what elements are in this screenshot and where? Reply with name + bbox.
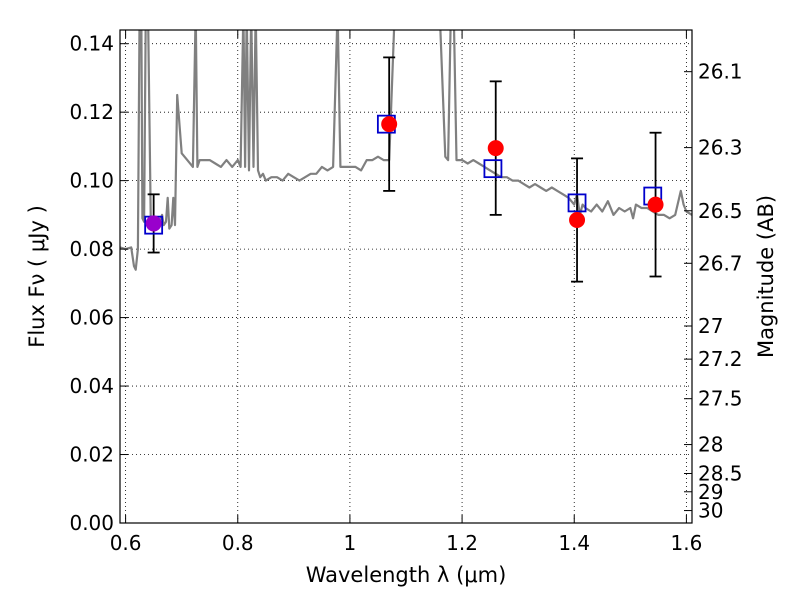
x-tick-labels: 0.6 0.8 1 1.2 1.4 1.6 — [110, 531, 703, 555]
magnitude-tick-label: 28.5 — [698, 462, 743, 486]
y-axis-title: Flux Fν ( μJy ) — [25, 205, 49, 348]
axis-ticks — [120, 30, 692, 524]
magnitude-tick-label: 26.1 — [698, 60, 743, 84]
y-tick-labels: 0.00 0.02 0.04 0.06 0.08 0.10 0.12 0.14 — [69, 32, 114, 535]
x-tick-label: 1 — [344, 531, 357, 555]
x-tick-label: 1.2 — [446, 531, 478, 555]
magnitude-tick-label: 27 — [698, 314, 723, 338]
y-tick-label: 0.00 — [69, 511, 114, 535]
x-tick-label: 1.4 — [558, 531, 590, 555]
x-tick-label: 1.6 — [670, 531, 702, 555]
magnitude-tick-label: 27.2 — [698, 347, 743, 371]
y-tick-label: 0.06 — [69, 306, 114, 330]
spectrum-line — [120, 30, 692, 271]
x-tick-label: 0.8 — [222, 531, 254, 555]
y-tick-label: 0.12 — [69, 100, 114, 124]
y-tick-label: 0.04 — [69, 374, 114, 398]
x-axis-title: Wavelength λ (μm) — [306, 563, 507, 587]
y-tick-label: 0.10 — [69, 169, 114, 193]
observed-point — [647, 196, 664, 213]
observed-point — [381, 116, 398, 133]
error-bars — [147, 56, 662, 283]
magnitude-tick-label: 26.5 — [698, 199, 743, 223]
model-square — [483, 159, 503, 179]
magnitude-axis-title: Magnitude (AB) — [754, 195, 778, 358]
model-square — [567, 193, 587, 213]
model-spectrum — [120, 30, 692, 271]
observed-point — [487, 140, 504, 157]
y-tick-label: 0.02 — [69, 443, 114, 467]
magnitude-tick-label: 27.5 — [698, 387, 743, 411]
grid-lines — [120, 30, 692, 524]
observed-point — [569, 212, 586, 229]
magnitude-tick-label: 26.7 — [698, 251, 743, 275]
magnitude-tick-label: 26.3 — [698, 136, 743, 160]
observed-photometry-points — [145, 116, 664, 232]
magnitude-tick-label: 30 — [698, 499, 723, 523]
magnitude-tick-label: 29 — [698, 480, 723, 504]
y-tick-label: 0.08 — [69, 237, 114, 261]
observed-point — [145, 215, 162, 232]
magnitude-tick-label: 28 — [698, 433, 723, 457]
x-tick-label: 0.6 — [110, 531, 142, 555]
plot-frame — [119, 29, 693, 524]
y-tick-label: 0.14 — [69, 32, 114, 56]
